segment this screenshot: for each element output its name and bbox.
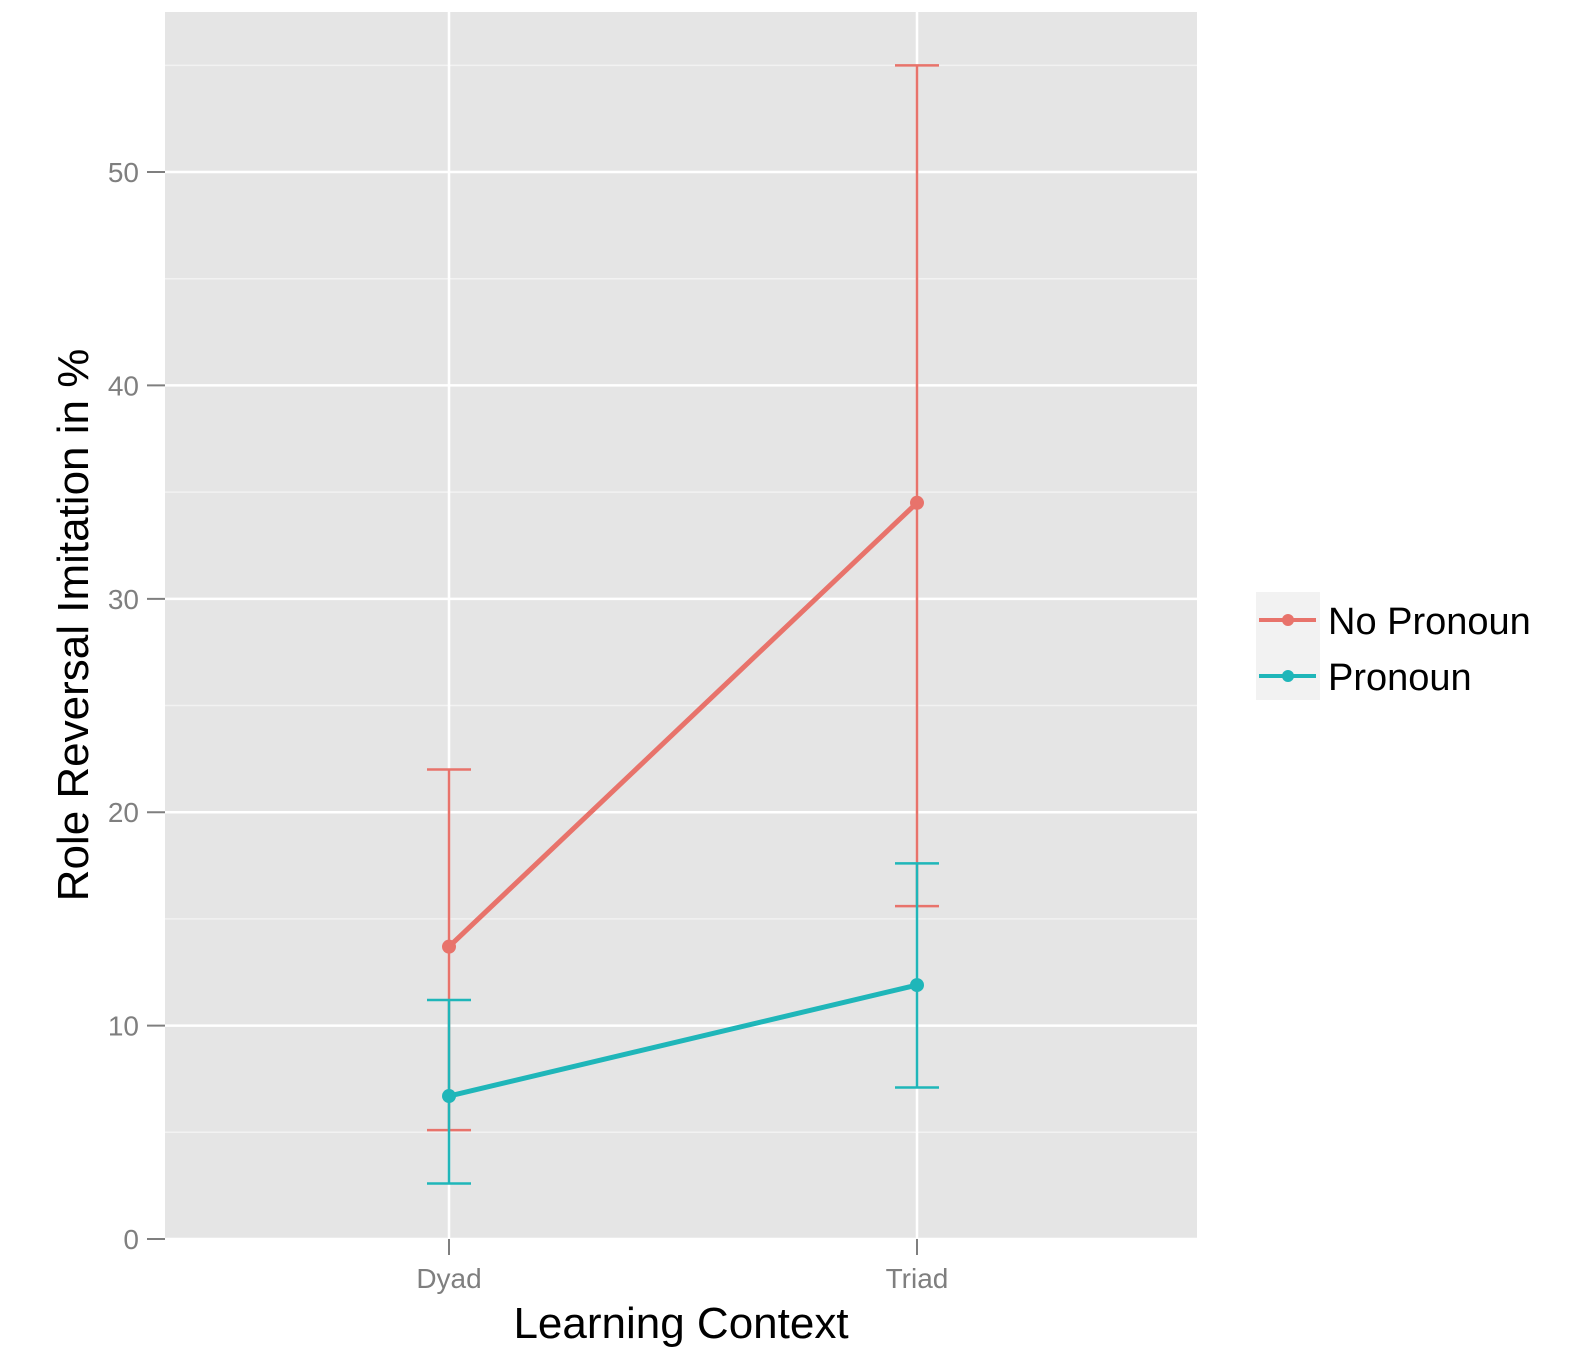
y-tick-label: 30 [108, 584, 139, 615]
y-tick-label: 50 [108, 157, 139, 188]
data-point [442, 939, 456, 954]
series [427, 64, 939, 1185]
y-tick-label: 10 [108, 1011, 139, 1042]
x-tick-label: Dyad [416, 1263, 481, 1294]
x-axis-title: Learning Context [513, 1299, 848, 1348]
data-point [910, 495, 924, 510]
data-point [442, 1089, 456, 1104]
y-tick-label: 20 [108, 797, 139, 828]
legend: No Pronoun Pronoun [1256, 592, 1531, 700]
y-tick-label: 40 [108, 370, 139, 401]
series-line [448, 982, 918, 1099]
grid-minor [165, 64, 1197, 1134]
x-tick-label: Triad [886, 1263, 949, 1294]
legend-key-point [1282, 670, 1294, 682]
plot-panel [165, 12, 1197, 1239]
legend-key-point [1282, 614, 1294, 626]
x-axis: Dyad Triad [416, 1239, 948, 1294]
y-axis-title: Role Reversal Imitation in % [49, 349, 98, 902]
legend-item-no-pronoun: No Pronoun [1259, 601, 1531, 643]
legend-label-pronoun: Pronoun [1328, 657, 1472, 699]
legend-key-bg [1256, 592, 1320, 700]
y-axis: 0 10 20 30 40 50 [108, 157, 165, 1255]
legend-item-pronoun: Pronoun [1259, 657, 1472, 699]
series-line [447, 500, 919, 949]
legend-label-no-pronoun: No Pronoun [1328, 601, 1531, 643]
series-pronoun [427, 862, 939, 1185]
y-tick-label: 0 [123, 1224, 139, 1255]
data-point [910, 978, 924, 993]
